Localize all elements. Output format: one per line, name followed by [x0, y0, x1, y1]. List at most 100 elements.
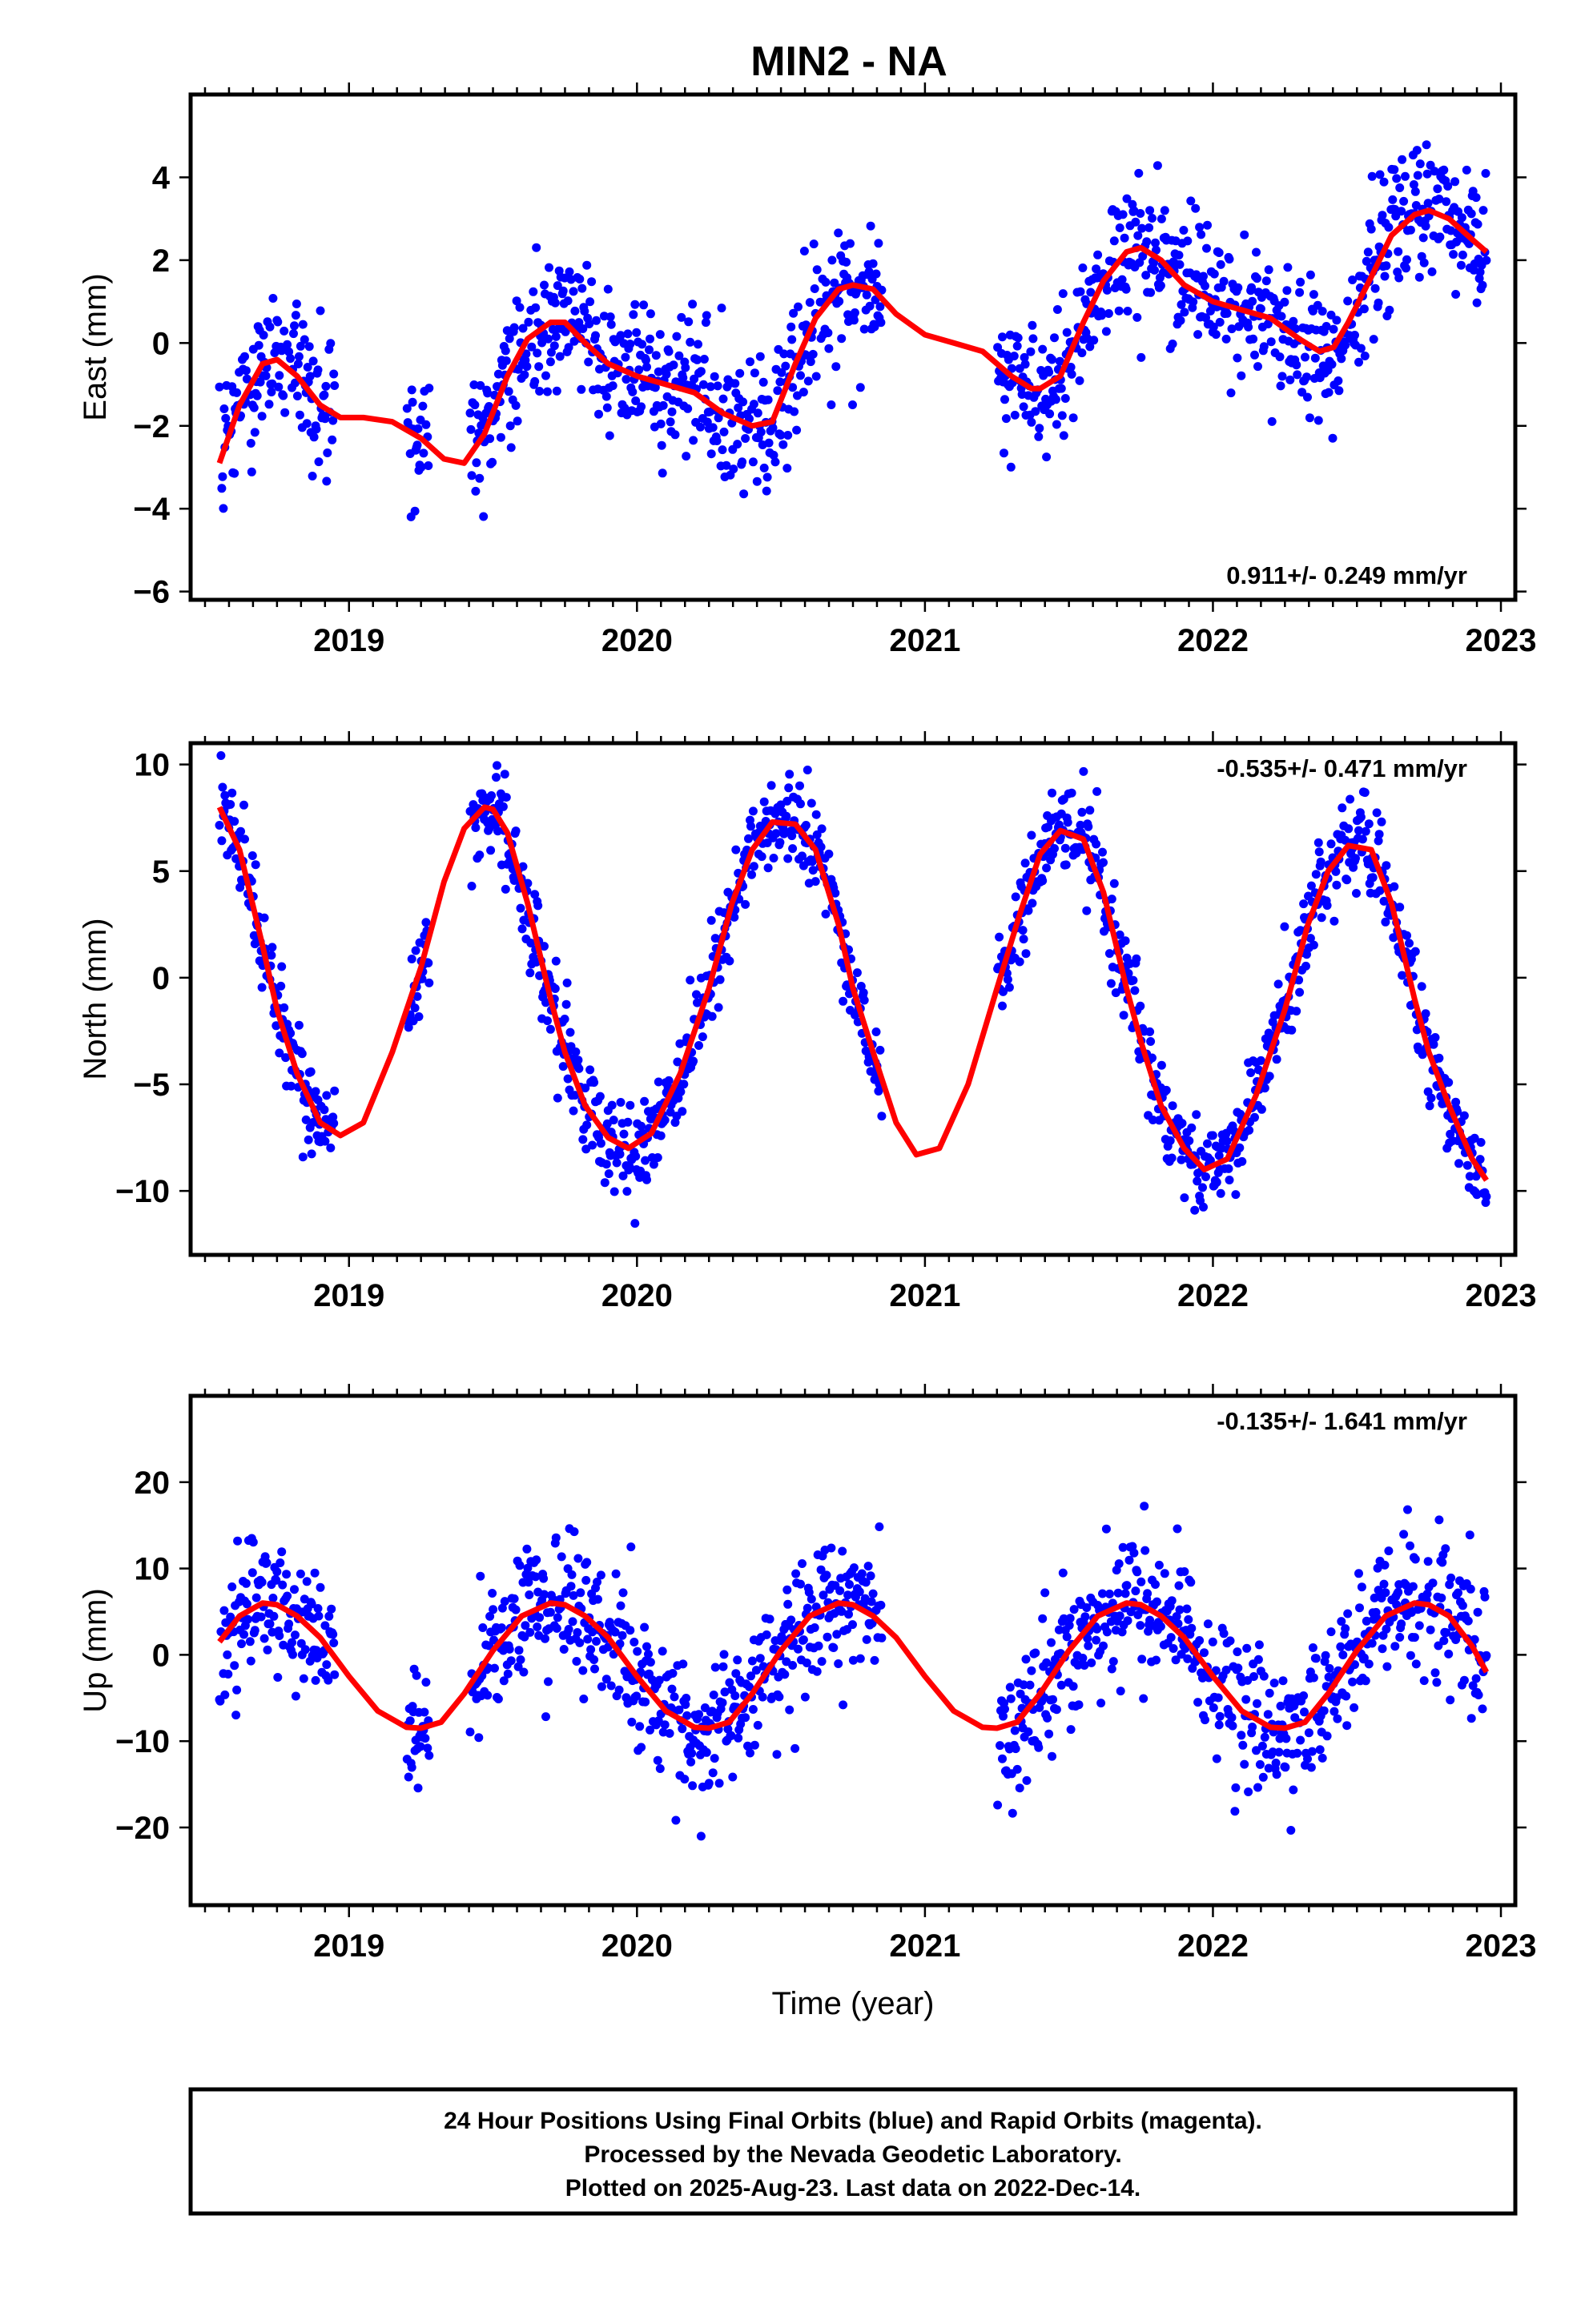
data-point: [420, 1707, 429, 1717]
data-point: [1048, 1751, 1056, 1761]
data-point: [608, 381, 617, 391]
data-point: [1317, 913, 1326, 923]
data-point: [1176, 316, 1185, 325]
data-point: [1021, 1655, 1031, 1664]
data-point: [1131, 217, 1140, 227]
data-point: [644, 1650, 653, 1659]
data-point: [678, 1107, 687, 1116]
data-point: [758, 377, 768, 387]
data-point: [471, 486, 481, 496]
data-point: [1059, 1614, 1068, 1623]
data-point: [782, 811, 791, 821]
data-point: [747, 1656, 757, 1666]
data-point: [295, 410, 304, 420]
data-point: [1337, 1617, 1346, 1626]
data-point: [217, 484, 227, 493]
y-tick-label: 4: [152, 160, 171, 195]
data-point: [312, 424, 321, 434]
data-point: [1317, 1753, 1327, 1763]
data-point: [1426, 1625, 1435, 1634]
data-point: [301, 1115, 311, 1124]
data-point: [1149, 258, 1158, 267]
data-point: [803, 1603, 812, 1613]
data-point: [686, 1757, 696, 1767]
data-point: [424, 461, 433, 470]
data-point: [642, 1175, 651, 1184]
data-point: [1154, 1560, 1164, 1570]
data-point: [719, 1650, 729, 1659]
data-point: [1187, 1623, 1197, 1633]
data-point: [1405, 939, 1414, 948]
data-point: [1307, 1747, 1317, 1756]
data-point: [511, 400, 521, 410]
data-point: [511, 1605, 521, 1614]
data-point: [525, 1590, 534, 1599]
data-point: [241, 1578, 251, 1588]
data-point: [668, 1669, 678, 1678]
data-point: [557, 1552, 566, 1562]
data-point: [280, 326, 289, 336]
data-point: [786, 1615, 796, 1625]
data-point: [300, 1645, 310, 1655]
data-point: [320, 1621, 330, 1630]
data-point: [545, 1024, 555, 1034]
data-point: [796, 371, 805, 380]
data-point: [755, 1654, 765, 1663]
data-point: [268, 943, 277, 952]
data-point: [1235, 1143, 1245, 1152]
velocity-label: -0.135+/- 1.641 mm/yr: [1217, 1407, 1467, 1435]
data-point: [728, 1772, 738, 1782]
data-point: [849, 1563, 859, 1573]
data-point: [298, 1152, 308, 1162]
data-point: [533, 1622, 542, 1631]
data-point: [215, 821, 224, 830]
data-point: [424, 959, 433, 967]
data-point: [1166, 1633, 1176, 1642]
data-point: [1191, 203, 1201, 213]
data-point: [1001, 414, 1011, 424]
data-point: [1341, 340, 1350, 350]
x-tick-label: 2020: [601, 623, 673, 658]
data-point: [867, 1618, 877, 1628]
data-point: [1265, 1688, 1274, 1698]
data-point: [294, 352, 304, 361]
data-point: [662, 369, 671, 379]
data-point: [1216, 259, 1225, 269]
data-point: [682, 1711, 692, 1720]
data-point: [1430, 167, 1439, 176]
data-point: [1107, 895, 1116, 904]
data-point: [801, 821, 811, 830]
data-point: [227, 788, 237, 798]
data-point: [768, 423, 778, 432]
data-point: [1066, 1725, 1076, 1735]
data-point: [573, 1055, 583, 1065]
data-point: [874, 239, 883, 248]
data-point: [1332, 880, 1342, 890]
data-point: [1144, 223, 1154, 232]
data-point: [1259, 1671, 1269, 1681]
panel-east: 2019 2020 2021 2022 2023 4 2 0 −2 −4 −6 East (mm) 0.…: [78, 82, 1537, 658]
data-point: [248, 1538, 258, 1547]
data-point: [1038, 876, 1048, 886]
data-point: [275, 1048, 284, 1058]
data-point: [811, 810, 821, 819]
data-point: [775, 377, 785, 387]
data-point: [589, 1078, 599, 1088]
data-point: [1430, 1668, 1440, 1678]
data-point: [839, 996, 848, 1006]
data-point: [1309, 940, 1318, 950]
data-point: [577, 384, 586, 394]
data-point: [1238, 1740, 1248, 1750]
data-point: [592, 316, 601, 325]
data-point: [416, 1742, 425, 1751]
data-point: [714, 1003, 723, 1012]
data-point: [516, 1655, 525, 1664]
data-point: [1418, 1050, 1427, 1059]
data-point: [257, 983, 267, 992]
data-point: [582, 1120, 592, 1130]
data-point: [1133, 231, 1143, 240]
data-point: [414, 1012, 424, 1021]
data-point: [569, 1590, 578, 1600]
data-point: [1226, 388, 1236, 398]
data-point: [674, 351, 684, 360]
